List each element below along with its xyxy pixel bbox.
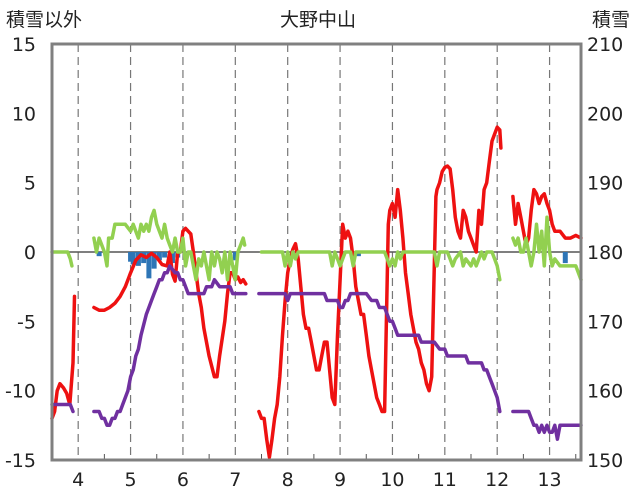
y-left-tick-label-5: -10 bbox=[5, 381, 36, 403]
series-line-3-1 bbox=[92, 264, 248, 428]
x-tick-label-2: 6 bbox=[177, 469, 189, 491]
x-tick-label-5: 9 bbox=[334, 469, 346, 491]
y-left-tick-label-6: -15 bbox=[5, 450, 36, 472]
series-line-1-2 bbox=[257, 125, 503, 459]
plot-area-border bbox=[50, 42, 583, 462]
bar-0-9 bbox=[169, 252, 175, 264]
series-line-2-3 bbox=[511, 215, 583, 282]
bar-0-8 bbox=[162, 252, 168, 258]
bar-0-7 bbox=[156, 252, 162, 261]
y-right-tick-label-4: 170 bbox=[587, 311, 623, 333]
series-line-3-2 bbox=[257, 291, 502, 414]
left-axis-title: 積雪以外 bbox=[6, 9, 82, 31]
axes: 15 10 5 0 -5 -10 -15 210 200 190 180 170 160 150 4 5 6 7 8… bbox=[5, 34, 623, 491]
y-left-tick-label-2: 5 bbox=[24, 173, 36, 195]
y-left-tick-label-4: -5 bbox=[17, 311, 36, 333]
series-line-2-0 bbox=[50, 250, 74, 268]
y-right-tick-label-2: 190 bbox=[587, 173, 623, 195]
series-line-2-2 bbox=[259, 250, 502, 282]
y-right-tick-label-6: 150 bbox=[587, 450, 623, 472]
bar-0-13 bbox=[562, 252, 568, 264]
x-tick-label-7: 11 bbox=[433, 469, 457, 491]
bar-0-2 bbox=[130, 252, 136, 265]
y-right-tick-label-5: 160 bbox=[587, 381, 623, 403]
x-tick-label-3: 7 bbox=[229, 469, 241, 491]
x-tick-label-8: 12 bbox=[485, 469, 509, 491]
series-line-2-1 bbox=[92, 208, 247, 282]
series-line-3-3 bbox=[511, 409, 583, 441]
y-right-tick-label-1: 200 bbox=[587, 103, 623, 125]
y-left-tick-label-1: 10 bbox=[12, 103, 36, 125]
series-line-3-0 bbox=[50, 402, 75, 414]
bar-0-1 bbox=[128, 252, 134, 262]
x-tick-label-6: 10 bbox=[380, 469, 404, 491]
y-left-tick-label-3: 0 bbox=[24, 242, 36, 264]
y-right-tick-label-3: 180 bbox=[587, 242, 623, 264]
bar-0-0 bbox=[96, 252, 102, 257]
bar-0-11 bbox=[232, 252, 238, 261]
y-left-tick-label-0: 15 bbox=[12, 34, 36, 56]
line-series bbox=[50, 125, 583, 459]
y-right-tick-label-0: 210 bbox=[587, 34, 623, 56]
series-line-1-3 bbox=[511, 187, 583, 247]
right-axis-title: 積雪 bbox=[592, 9, 630, 31]
series-line-1-1 bbox=[92, 226, 248, 379]
x-tick-label-9: 13 bbox=[537, 469, 561, 491]
x-tick-label-0: 4 bbox=[72, 469, 84, 491]
x-tick-label-1: 5 bbox=[125, 469, 137, 491]
bar-0-12 bbox=[355, 252, 361, 257]
bar-0-6 bbox=[151, 252, 157, 269]
chart-title: 大野中山 bbox=[280, 9, 356, 31]
bar-0-5 bbox=[146, 252, 152, 279]
x-tick-label-4: 8 bbox=[282, 469, 294, 491]
